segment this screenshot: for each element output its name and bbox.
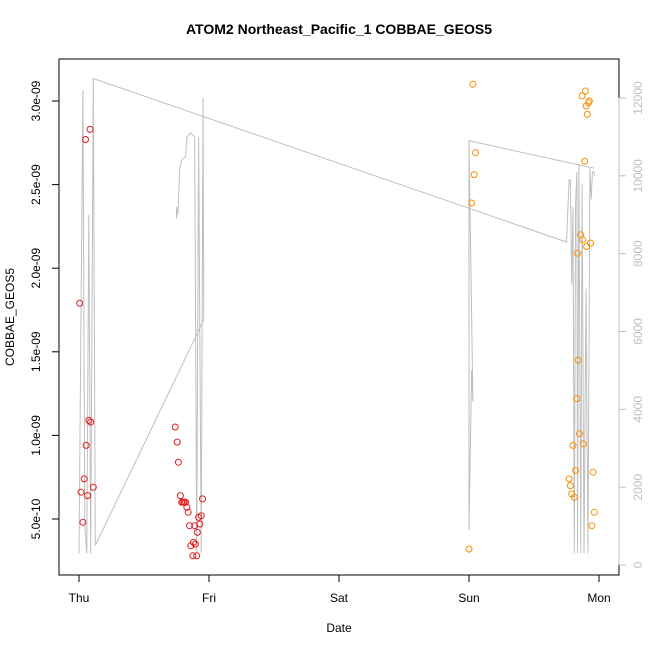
data-point-s1-28 xyxy=(589,468,597,476)
data-point-s1-18 xyxy=(579,440,587,448)
data-point-s0-1 xyxy=(77,488,85,496)
data-point-s1-14 xyxy=(576,430,583,438)
data-points-layer xyxy=(76,80,598,560)
data-point-s1-23 xyxy=(583,110,591,118)
y-tick-label-2: 1.5e-09 xyxy=(29,331,43,372)
y-tick-label-4: 2.5e-09 xyxy=(29,164,43,205)
data-point-s0-11 xyxy=(171,423,179,431)
data-point-s1-2 xyxy=(469,80,477,88)
data-point-s1-11 xyxy=(573,395,581,403)
data-point-s1-0 xyxy=(465,545,473,553)
data-point-s0-0 xyxy=(76,299,84,307)
y-axis-label: COBBAE_GEOS5 xyxy=(3,268,17,366)
data-point-s1-27 xyxy=(588,522,596,530)
y2-tick-label-4: 8000 xyxy=(631,240,645,267)
data-point-s0-3 xyxy=(80,475,88,483)
data-point-s0-13 xyxy=(174,458,182,466)
data-point-s1-6 xyxy=(566,482,574,490)
y-tick-label-0: 5.0e-10 xyxy=(29,498,43,539)
altitude-line-segment-2 xyxy=(468,140,594,531)
data-point-s0-7 xyxy=(85,416,93,424)
data-point-s0-4 xyxy=(82,136,89,143)
data-point-s0-5 xyxy=(82,441,90,449)
data-point-s1-26 xyxy=(587,239,594,247)
data-point-s0-12 xyxy=(173,438,181,446)
data-point-s1-9 xyxy=(570,493,578,501)
y2-tick-label-6: 12000 xyxy=(631,81,645,115)
x-tick-label-2: Sat xyxy=(330,591,349,605)
data-point-s0-21 xyxy=(186,522,193,530)
data-point-s0-24 xyxy=(189,538,197,546)
plot-frame xyxy=(58,58,620,576)
chart-title: ATOM2 Northeast_Pacific_1 COBBAE_GEOS5 xyxy=(186,21,492,37)
x-tick-label-4: Mon xyxy=(587,591,610,605)
y-tick-label-3: 2.0e-09 xyxy=(29,248,43,289)
data-point-s0-10 xyxy=(89,483,97,491)
data-point-s1-16 xyxy=(578,92,586,100)
data-point-s1-5 xyxy=(565,475,573,483)
data-point-s0-23 xyxy=(189,552,197,560)
data-point-s1-20 xyxy=(581,87,589,95)
altitude-line-layer xyxy=(78,78,596,554)
x-axis: Thu Fri Sat Sun Mon xyxy=(69,574,611,605)
y-tick-label-5: 3.0e-09 xyxy=(29,80,43,121)
data-point-s0-18 xyxy=(182,498,190,506)
data-point-s0-30 xyxy=(196,520,204,528)
altitude-line-segment-0 xyxy=(78,78,205,554)
y2-tick-label-2: 4000 xyxy=(631,396,645,423)
data-point-s1-10 xyxy=(572,467,580,474)
data-point-s1-19 xyxy=(581,157,589,165)
y-axis-right: 0 2000 4000 6000 8000 10000 12000 xyxy=(618,81,645,568)
data-point-s0-28 xyxy=(193,528,201,536)
data-point-s0-19 xyxy=(183,503,191,511)
data-point-s0-26 xyxy=(191,540,199,548)
data-point-s0-14 xyxy=(176,492,184,500)
data-point-s0-31 xyxy=(197,512,205,520)
y2-tick-label-5: 10000 xyxy=(631,159,645,193)
data-point-s1-22 xyxy=(583,243,591,250)
data-point-s0-9 xyxy=(87,418,95,426)
y-axis-left: 5.0e-10 1.0e-09 1.5e-09 2.0e-09 2.5e-09 3.0e-… xyxy=(29,80,60,539)
data-point-s0-6 xyxy=(84,492,91,500)
altitude-line-segment-1 xyxy=(93,78,596,554)
data-point-s1-3 xyxy=(470,171,478,179)
data-point-s0-8 xyxy=(86,125,94,133)
y2-tick-label-3: 6000 xyxy=(631,318,645,345)
data-point-s0-2 xyxy=(79,518,87,526)
x-axis-label: Date xyxy=(326,621,352,635)
data-point-s1-4 xyxy=(472,149,479,157)
data-point-s0-32 xyxy=(199,495,206,503)
x-tick-label-1: Fri xyxy=(202,591,216,605)
data-point-s1-12 xyxy=(574,249,581,257)
data-point-s0-27 xyxy=(193,552,201,560)
y-tick-label-1: 1.0e-09 xyxy=(29,415,43,456)
data-point-s1-17 xyxy=(579,236,587,244)
y2-tick-label-1: 2000 xyxy=(631,473,645,500)
data-point-s1-25 xyxy=(585,97,593,105)
data-point-s1-8 xyxy=(569,441,577,449)
y2-tick-label-0: 0 xyxy=(631,561,645,568)
data-point-s1-29 xyxy=(590,508,598,516)
x-tick-label-3: Sun xyxy=(458,591,479,605)
data-point-s0-20 xyxy=(184,508,192,516)
data-point-s1-13 xyxy=(574,356,582,364)
data-point-s1-1 xyxy=(468,199,476,207)
x-tick-label-0: Thu xyxy=(69,591,90,605)
